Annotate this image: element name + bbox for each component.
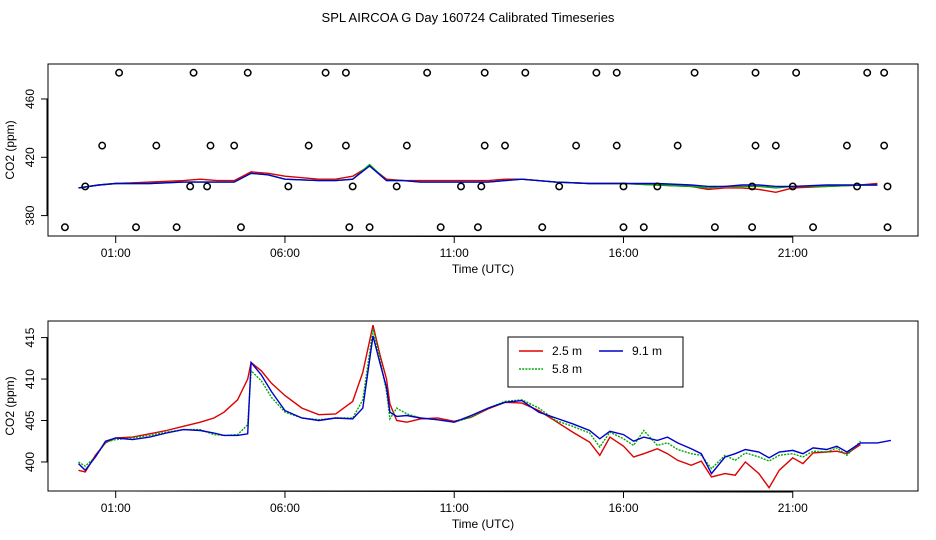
series-line-0 [78, 165, 878, 194]
data-point-marker [538, 223, 547, 232]
data-point-marker [81, 182, 90, 191]
data-point-marker [365, 223, 374, 232]
series-line-9_1-m [78, 335, 892, 475]
data-point-marker [748, 182, 757, 191]
data-point-marker [341, 141, 350, 150]
data-point-marker [880, 68, 889, 77]
chart-title: SPL AIRCOA G Day 160724 Calibrated Times… [322, 10, 615, 25]
legend-label: 5.8 m [552, 362, 582, 376]
legend-label: 2.5 m [552, 344, 582, 358]
data-point-marker [751, 68, 760, 77]
data-point-marker [480, 141, 489, 150]
data-point-marker [423, 68, 432, 77]
data-point-marker [132, 223, 140, 232]
data-point-marker [392, 182, 401, 191]
data-point-marker [788, 182, 797, 191]
x-tick-label: 21:00 [778, 501, 808, 515]
x-tick-label: 11:00 [440, 501, 469, 515]
x-tick-label: 11:00 [440, 246, 469, 260]
data-point-marker [203, 182, 212, 191]
data-point-marker [863, 68, 872, 77]
data-point-marker [152, 141, 161, 150]
data-point-marker [883, 182, 892, 191]
data-point-marker [284, 182, 293, 191]
plot-frame [47, 320, 919, 492]
data-point-marker [792, 68, 801, 77]
data-point-marker [501, 141, 509, 150]
data-point-marker [206, 141, 215, 150]
data-point-marker [186, 182, 195, 191]
plot-frame [47, 63, 919, 237]
data-point-marker [710, 223, 719, 232]
data-point-marker [751, 141, 760, 150]
data-point-marker [189, 68, 198, 77]
data-point-marker [653, 182, 662, 191]
data-point-marker [321, 68, 330, 77]
x-tick-label: 01:00 [101, 501, 131, 515]
y-tick-label: 420 [23, 147, 37, 167]
data-point-marker [771, 141, 780, 150]
y-tick-label: 380 [23, 205, 37, 225]
data-point-marker [883, 223, 892, 232]
data-point-marker [480, 68, 489, 77]
data-point-marker [436, 223, 445, 232]
y-axis-label: CO2 (ppm) [3, 376, 17, 435]
y-tick-label: 460 [23, 89, 37, 109]
data-point-marker [809, 223, 818, 232]
data-point-marker [748, 223, 757, 232]
data-point-marker [880, 141, 889, 150]
data-point-marker [521, 68, 530, 77]
data-point-marker [477, 182, 486, 191]
data-point-marker [60, 223, 69, 232]
data-point-marker [304, 141, 313, 150]
x-tick-label: 06:00 [270, 501, 300, 515]
data-point-marker [673, 141, 682, 150]
data-point-marker [842, 141, 851, 150]
data-point-marker [612, 141, 621, 150]
series-line-2 [78, 165, 878, 189]
data-point-marker [592, 68, 601, 77]
data-point-marker [555, 182, 564, 191]
y-tick-label: 410 [23, 369, 37, 389]
legend-box [507, 336, 684, 388]
series-line-5_8-m [78, 329, 862, 470]
legend: 2.5 m 5.8 m 9.1 m [507, 336, 684, 388]
data-point-marker [172, 223, 181, 232]
data-point-marker [572, 141, 581, 150]
x-tick-label: 16:00 [608, 501, 638, 515]
data-point-marker [473, 223, 482, 232]
data-point-marker [612, 68, 621, 77]
data-point-marker [348, 182, 357, 191]
data-point-marker [619, 182, 628, 191]
data-point-marker [243, 68, 252, 77]
y-axis-label: CO2 (ppm) [3, 120, 17, 179]
x-axis-label: Time (UTC) [452, 262, 514, 276]
data-point-marker [457, 182, 465, 191]
data-point-marker [115, 68, 124, 77]
x-tick-label: 16:00 [608, 246, 638, 260]
data-point-marker [402, 141, 411, 150]
data-point-marker [341, 68, 350, 77]
data-point-marker [98, 141, 107, 150]
data-point-marker [345, 223, 354, 232]
x-tick-label: 01:00 [101, 246, 131, 260]
x-tick-label: 21:00 [778, 246, 808, 260]
data-point-marker [853, 182, 862, 191]
x-tick-label: 06:00 [270, 246, 300, 260]
legend-label: 9.1 m [632, 344, 662, 358]
data-point-marker [690, 68, 699, 77]
x-axis-label: Time (UTC) [452, 517, 514, 531]
data-point-marker [639, 223, 648, 232]
y-tick-label: 400 [23, 452, 37, 472]
data-point-marker [237, 223, 245, 232]
data-point-marker [230, 141, 239, 150]
panel-bottom: 01:00 06:00 11:00 16:00 21:00 Time (UTC) 400 40… [3, 320, 919, 531]
y-tick-label: 415 [23, 327, 37, 347]
series-line-2_5-m [78, 324, 861, 489]
y-tick-label: 405 [23, 410, 37, 430]
data-point-marker [619, 223, 628, 232]
panel-top: 01:00 06:00 11:00 16:00 21:00 Time (UTC) 380 42… [3, 63, 919, 276]
